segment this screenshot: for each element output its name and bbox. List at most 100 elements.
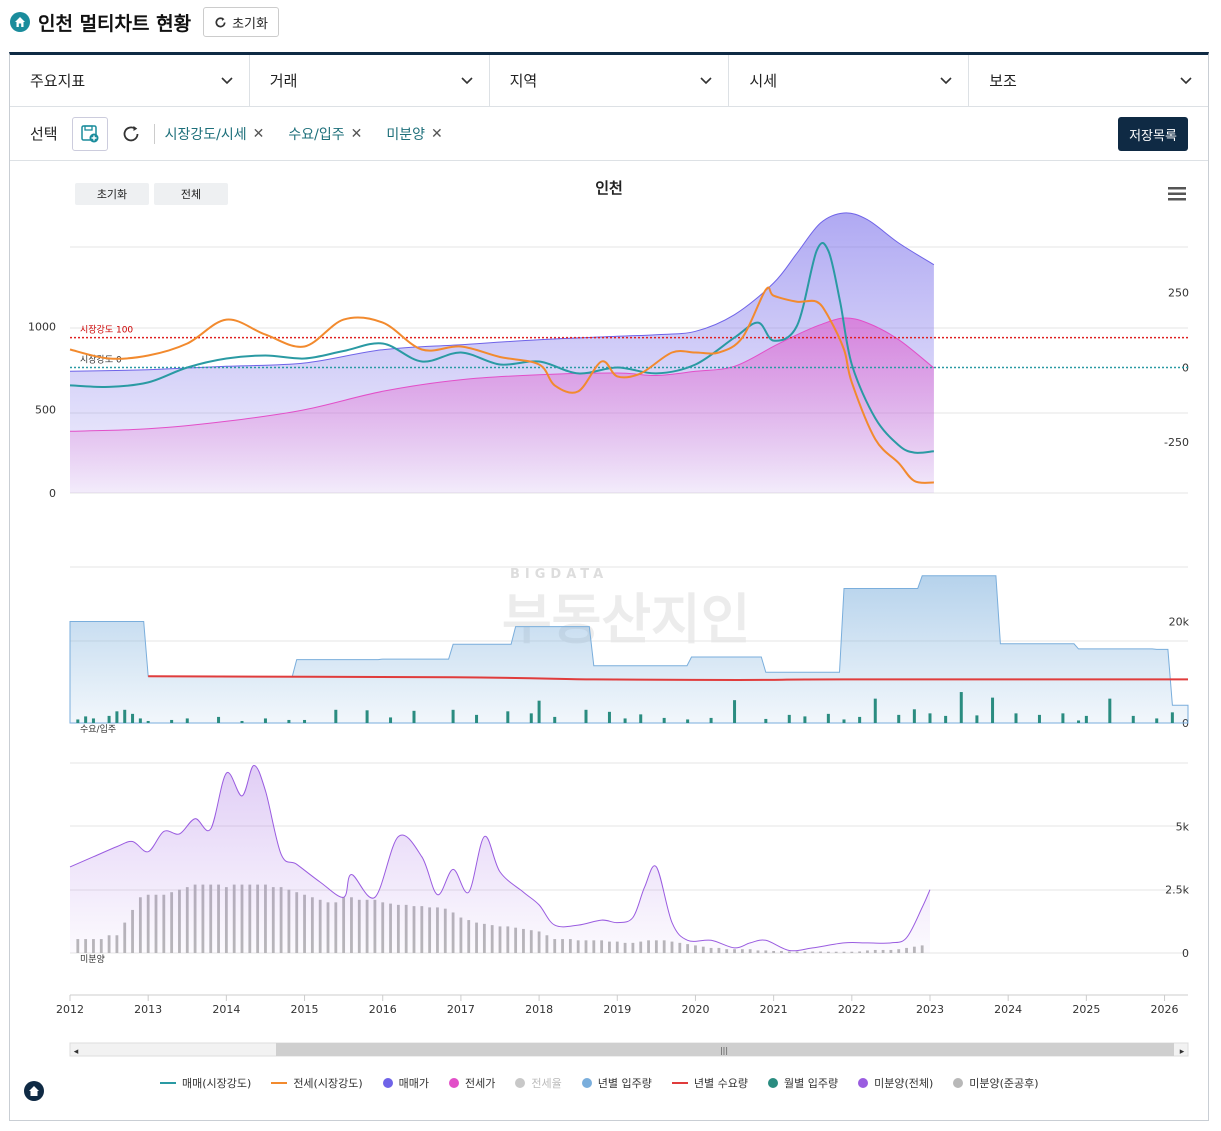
page-title: 인천 멀티차트 현황 — [38, 12, 192, 35]
chevron-down-icon — [461, 76, 473, 84]
remove-tag-icon[interactable]: ✕ — [430, 125, 443, 142]
bar-monthly-supply — [764, 718, 768, 723]
legend-label: 전세가 — [465, 1077, 496, 1090]
legend-label: 년별 입주량 — [597, 1077, 652, 1090]
legend-item[interactable]: 년별 입주량 — [581, 1075, 652, 1091]
dropdown-label: 주요지표 — [30, 72, 86, 90]
bar-monthly-supply — [76, 719, 80, 723]
bar-monthly-supply — [607, 711, 611, 723]
reference-label: 시장강도 100 — [80, 325, 133, 336]
dropdown-label: 지역 — [509, 72, 538, 90]
panel-label-demand-supply: 수요/입주 — [80, 723, 116, 735]
legend-item[interactable]: 미분양(전체) — [858, 1075, 933, 1091]
dropdown-region[interactable]: 지역 — [490, 55, 730, 106]
home-icon[interactable] — [10, 12, 30, 32]
legend-item[interactable]: 전세율 — [515, 1075, 562, 1091]
divider — [153, 123, 155, 144]
x-tick-label: 2021 — [760, 1003, 788, 1016]
bar-monthly-supply — [451, 709, 455, 723]
x-tick-label: 2016 — [369, 1003, 397, 1016]
bar-monthly-supply — [1077, 720, 1081, 723]
bar-monthly-supply — [217, 716, 221, 723]
bar-monthly-supply — [287, 719, 291, 723]
x-tick-label: 2020 — [681, 1003, 709, 1016]
x-tick-label: 2025 — [1072, 1003, 1100, 1016]
hamburger-menu-icon[interactable] — [1168, 187, 1186, 201]
legend-item[interactable]: 전세가 — [449, 1075, 495, 1091]
bar-monthly-supply — [873, 698, 877, 723]
bar-monthly-supply — [334, 709, 338, 723]
bar-monthly-supply — [475, 714, 479, 723]
legend-item[interactable]: 년별 수요량 — [671, 1075, 748, 1091]
scroll-right-icon[interactable]: ▸ — [1180, 1047, 1185, 1057]
legend-item[interactable]: 미분양(준공후) — [953, 1075, 1039, 1091]
line-jeonse-price — [69, 317, 935, 432]
y-tick-left: 0 — [49, 487, 56, 500]
legend-label: 미분양(준공후) — [969, 1077, 1039, 1090]
watermark-sub: BIGDATA — [510, 567, 608, 582]
bar-monthly-supply — [975, 715, 979, 723]
bar-monthly-supply — [1131, 715, 1135, 723]
bar-monthly-supply — [733, 700, 737, 723]
remove-tag-icon[interactable]: ✕ — [350, 125, 363, 142]
dropdown-label: 거래 — [269, 72, 298, 90]
bar-monthly-supply — [623, 718, 627, 723]
legend-dot-symbol — [382, 1078, 393, 1088]
legend-label: 미분양(전체) — [874, 1077, 934, 1090]
brand-logo-icon — [24, 1081, 44, 1101]
bar-monthly-supply — [959, 692, 963, 723]
category-dropdowns: 주요지표 거래 지역 시세 보조 — [10, 55, 1208, 107]
zoom-all-button[interactable]: 전체 — [154, 183, 228, 205]
y-tick-left: 500 — [35, 404, 56, 417]
bar-monthly-supply — [639, 714, 643, 723]
legend-item[interactable]: 월별 입주량 — [767, 1075, 838, 1091]
save-chart-set-button[interactable] — [71, 116, 108, 151]
bar-monthly-supply — [944, 715, 948, 723]
zoom-reset-button[interactable]: 초기화 — [75, 183, 149, 205]
legend-label: 매매가 — [398, 1077, 429, 1090]
refresh-icon — [215, 16, 226, 27]
legend-dot-symbol — [858, 1078, 869, 1088]
chevron-down-icon — [221, 76, 233, 84]
remove-tag-icon[interactable]: ✕ — [252, 125, 265, 142]
x-tick-label: 2026 — [1151, 1003, 1179, 1016]
bar-monthly-supply — [897, 714, 901, 723]
legend-dot-symbol — [515, 1078, 526, 1088]
scroll-left-icon[interactable]: ◂ — [74, 1047, 79, 1057]
bar-monthly-supply — [928, 713, 932, 723]
x-tick-label: 2023 — [916, 1003, 944, 1016]
line-unsold-total — [69, 765, 931, 952]
page-header: 인천 멀티차트 현황 초기화 — [10, 6, 279, 38]
y-tick-right: -250 — [1164, 436, 1189, 449]
selection-row: 선택 시장강도/시세 ✕ 수요/입주 ✕ 미분양 ✕ 저장목록 — [10, 107, 1208, 161]
x-tick-label: 2019 — [603, 1003, 631, 1016]
selected-tag: 미분양 ✕ — [386, 124, 442, 144]
dropdown-main-indicators[interactable]: 주요지표 — [10, 55, 250, 106]
chart-title: 인천 — [595, 179, 623, 197]
chevron-down-icon — [1180, 76, 1192, 84]
legend-item[interactable]: 매매(시장강도) — [160, 1075, 251, 1091]
legend-item[interactable]: 매매가 — [382, 1075, 429, 1091]
refresh-selection-button[interactable] — [118, 121, 144, 147]
bar-monthly-supply — [389, 717, 393, 723]
dropdown-market-price[interactable]: 시세 — [729, 55, 970, 106]
dropdown-auxiliary[interactable]: 보조 — [969, 55, 1208, 106]
line-sale-strength — [69, 242, 934, 454]
dropdown-label: 보조 — [989, 72, 1017, 90]
reset-button[interactable]: 초기화 — [203, 7, 279, 37]
bar-monthly-supply — [1084, 715, 1088, 723]
saved-list-button[interactable]: 저장목록 — [1118, 117, 1188, 151]
bar-monthly-supply — [662, 717, 666, 723]
legend-item[interactable]: 전세(시장강도) — [271, 1075, 363, 1091]
line-jeonse-strength — [69, 286, 934, 484]
line-yearly-demand — [148, 675, 1189, 681]
dropdown-transaction[interactable]: 거래 — [250, 55, 490, 106]
bar-monthly-supply — [803, 716, 807, 723]
panel-label-unsold: 미분양 — [80, 954, 105, 965]
x-tick-label: 2013 — [134, 1003, 162, 1016]
bar-monthly-supply — [303, 719, 307, 723]
x-tick-label: 2014 — [212, 1003, 240, 1016]
y-tick-right: 0 — [1182, 947, 1189, 960]
x-tick-label: 2015 — [291, 1003, 319, 1016]
